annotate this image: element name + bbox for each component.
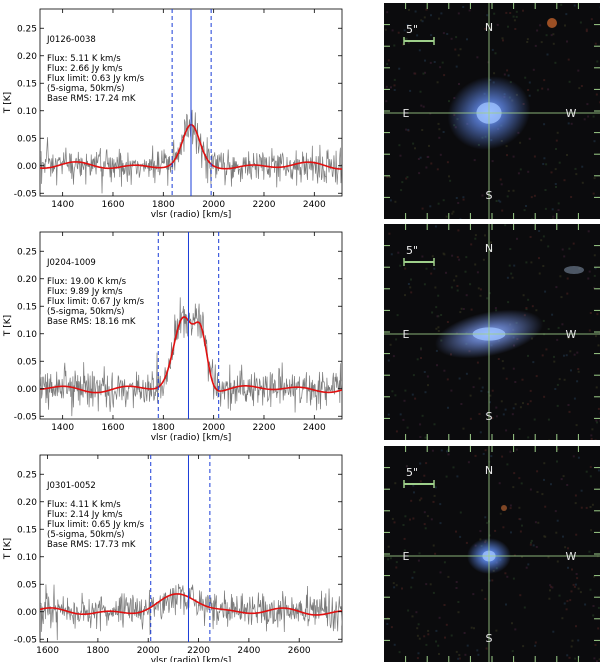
y-tick-label: 0.05 — [17, 357, 37, 367]
y-tick-label: -0.05 — [14, 189, 37, 199]
flux-info-line: (5-sigma, 50km/s) — [47, 530, 125, 540]
x-axis-label: vlsr (radio) [km/s] — [151, 656, 232, 662]
y-tick-label: 0.15 — [17, 79, 37, 89]
compass-north: N — [485, 242, 493, 255]
flux-info-line: Base RMS: 17.24 mK — [47, 94, 136, 104]
x-tick-label: 1600 — [102, 423, 125, 433]
sky-image-3: 5" N S E W — [384, 446, 600, 662]
x-tick-label: 1600 — [102, 200, 125, 210]
y-tick-label: 0.25 — [17, 247, 37, 257]
y-tick-label: 0.00 — [17, 162, 37, 172]
y-axis-label: T [K] — [3, 315, 13, 337]
y-tick-label: 0.10 — [17, 330, 37, 340]
compass-south: S — [486, 189, 493, 202]
flux-info-line: Flux: 2.14 Jy km/s — [47, 510, 123, 520]
flux-info-line: Base RMS: 17.73 mK — [47, 540, 136, 550]
y-tick-label: 0.10 — [17, 107, 37, 117]
flux-info-line: Flux: 19.00 K km/s — [47, 277, 127, 287]
flux-info-line: (5-sigma, 50km/s) — [47, 307, 125, 317]
y-tick-label: 0.20 — [17, 52, 37, 62]
y-tick-label: 0.15 — [17, 525, 37, 535]
spectrum-data-line — [40, 297, 342, 417]
fit-line — [40, 593, 342, 616]
source-label: J0204-1009 — [46, 258, 96, 268]
flux-info-line: Flux limit: 0.63 Jy km/s — [47, 74, 145, 84]
compass-west: W — [566, 550, 577, 563]
y-tick-label: 0.00 — [17, 385, 37, 395]
flux-info-line: (5-sigma, 50km/s) — [47, 84, 125, 94]
flux-info-line: Flux: 9.89 Jy km/s — [47, 287, 123, 297]
sky-image-1-overlay: 5" N S E W — [384, 3, 600, 219]
source-label: J0126-0038 — [46, 35, 96, 45]
field-star — [547, 18, 557, 28]
x-tick-label: 2000 — [202, 200, 225, 210]
compass-east: E — [403, 328, 410, 341]
x-tick-label: 2000 — [137, 646, 160, 656]
x-tick-label: 1800 — [152, 200, 175, 210]
field-star — [501, 505, 507, 511]
y-tick-label: -0.05 — [14, 412, 37, 422]
spectra-figure: 1400 1600 1800 2000 2200 2400 -0.05 0.00 0.05 0.1… — [3, 8, 343, 662]
fit-line — [40, 316, 342, 394]
x-tick-label: 2400 — [303, 200, 326, 210]
scale-label: 5" — [406, 23, 418, 36]
scale-label: 5" — [406, 466, 418, 479]
compass-west: W — [566, 328, 577, 341]
flux-info-line: Flux: 5.11 K km/s — [47, 54, 121, 64]
y-tick-label: 0.05 — [17, 580, 37, 590]
sky-image-3-overlay: 5" N S E W — [384, 446, 600, 662]
compass-west: W — [566, 107, 577, 120]
spectrum-panel-1: 1400 1600 1800 2000 2200 2400 -0.05 0.00 0.05 0.1… — [3, 8, 343, 220]
compass-east: E — [403, 550, 410, 563]
y-tick-label: 0.15 — [17, 302, 37, 312]
field-object — [564, 266, 584, 274]
y-tick-label: -0.05 — [14, 635, 37, 645]
x-tick-label: 1800 — [86, 646, 109, 656]
y-tick-label: 0.00 — [17, 608, 37, 618]
x-axis-label: vlsr (radio) [km/s] — [151, 210, 232, 220]
x-tick-label: 1600 — [36, 646, 59, 656]
x-tick-label: 2400 — [237, 646, 260, 656]
x-tick-label: 2400 — [303, 423, 326, 433]
x-tick-label: 2000 — [202, 423, 225, 433]
x-tick-label: 2600 — [288, 646, 311, 656]
y-tick-label: 0.20 — [17, 498, 37, 508]
flux-info-line: Flux limit: 0.67 Jy km/s — [47, 297, 145, 307]
flux-info-line: Base RMS: 18.16 mK — [47, 317, 136, 327]
flux-info-line: Flux limit: 0.65 Jy km/s — [47, 520, 145, 530]
sky-image-1: 5" N S E W — [384, 3, 600, 219]
scale-label: 5" — [406, 244, 418, 257]
y-axis-label: T [K] — [3, 538, 13, 560]
compass-east: E — [403, 107, 410, 120]
y-axis-label: T [K] — [3, 92, 13, 114]
x-tick-label: 2200 — [187, 646, 210, 656]
spectrum-panel-2: 1400 1600 1800 2000 2200 2400 -0.05 0.00 0.05 0.1… — [3, 231, 343, 443]
x-tick-label: 1400 — [51, 200, 74, 210]
y-tick-label: 0.20 — [17, 275, 37, 285]
y-tick-label: 0.25 — [17, 470, 37, 480]
x-tick-label: 2200 — [253, 200, 276, 210]
y-tick-label: 0.10 — [17, 553, 37, 563]
source-label: J0301-0052 — [46, 481, 96, 491]
compass-north: N — [485, 464, 493, 477]
sky-image-2: 5" N S E W — [384, 224, 600, 440]
x-axis-label: vlsr (radio) [km/s] — [151, 433, 232, 443]
plot-frame — [39, 454, 343, 643]
compass-north: N — [485, 21, 493, 34]
x-tick-label: 2200 — [253, 423, 276, 433]
flux-info-line: Flux: 4.11 K km/s — [47, 500, 121, 510]
y-tick-label: 0.05 — [17, 134, 37, 144]
x-tick-label: 1400 — [51, 423, 74, 433]
flux-info-line: Flux: 2.66 Jy km/s — [47, 64, 123, 74]
spectrum-panel-3: 1600 1800 2000 2200 2400 2600 -0.05 0.00 0.05 0.1… — [3, 454, 343, 662]
compass-south: S — [486, 632, 493, 645]
compass-south: S — [486, 410, 493, 423]
sky-image-2-overlay: 5" N S E W — [384, 224, 600, 440]
spectrum-data-line — [40, 583, 342, 641]
y-tick-label: 0.25 — [17, 24, 37, 34]
x-tick-label: 1800 — [152, 423, 175, 433]
